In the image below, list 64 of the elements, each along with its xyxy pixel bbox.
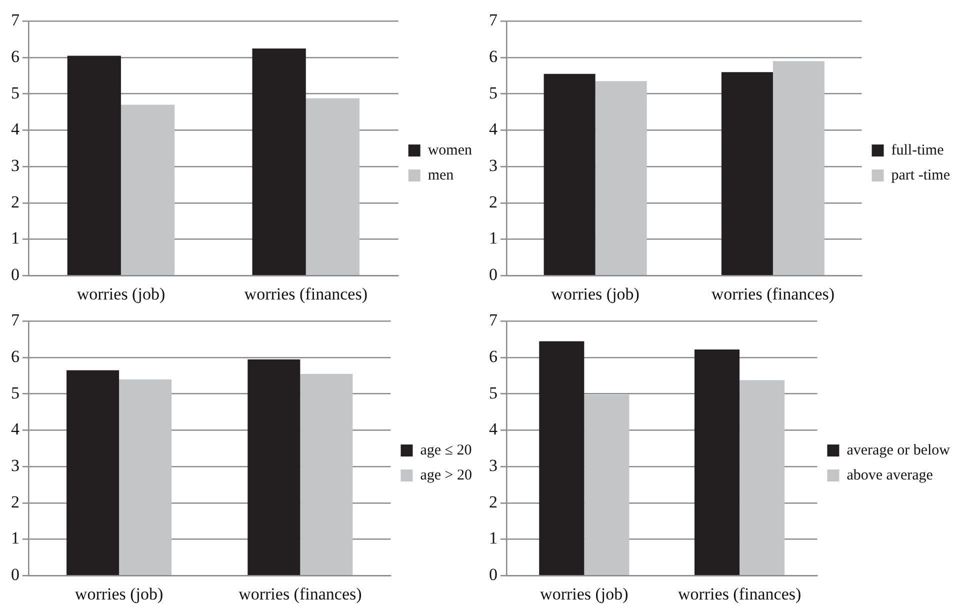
bar (595, 81, 647, 275)
y-tick-label: 0 (11, 565, 20, 584)
y-tick-label: 4 (489, 420, 498, 439)
bar (772, 61, 824, 275)
legend-label: men (428, 167, 454, 184)
y-tick-label: 4 (11, 420, 20, 439)
y-tick-label: 6 (489, 347, 498, 366)
bar (584, 394, 630, 575)
bar (306, 98, 360, 275)
y-tick-label: 7 (11, 10, 20, 30)
bar (120, 104, 175, 275)
legend-label: average or below (846, 442, 950, 458)
y-tick-label: 3 (489, 456, 498, 476)
bar (694, 350, 740, 575)
legend-label: above average (846, 467, 934, 484)
y-tick-label: 5 (11, 83, 20, 102)
y-tick-label: 6 (489, 47, 498, 66)
x-tick-label: worries (finances) (711, 284, 835, 304)
y-tick-label: 5 (11, 383, 20, 402)
y-tick-label: 0 (489, 565, 498, 584)
legend-label: age ≤ 20 (420, 442, 472, 458)
y-tick-label: 0 (489, 265, 498, 284)
y-tick-label: 3 (11, 156, 20, 176)
x-tick-label: worries (job) (551, 284, 640, 304)
y-tick-label: 1 (489, 228, 498, 248)
y-tick-label: 7 (11, 310, 20, 330)
legend-label: age > 20 (420, 467, 472, 484)
y-tick-label: 7 (489, 310, 498, 330)
bar (119, 379, 172, 575)
y-tick-label: 2 (11, 192, 20, 212)
legend-label: full-time (891, 142, 944, 158)
x-tick-label: worries (finances) (678, 584, 802, 604)
y-tick-label: 1 (11, 528, 20, 548)
y-tick-label: 4 (489, 120, 498, 139)
y-tick-label: 6 (11, 347, 20, 366)
bar (544, 74, 596, 275)
y-tick-label: 2 (489, 492, 498, 512)
y-tick-label: 7 (489, 10, 498, 30)
y-tick-label: 0 (11, 265, 20, 284)
y-tick-label: 2 (489, 192, 498, 212)
x-tick-label: worries (job) (540, 584, 628, 604)
bar (740, 380, 785, 575)
y-tick-label: 1 (11, 228, 20, 248)
bar (66, 370, 120, 575)
x-tick-label: worries (finances) (238, 584, 362, 604)
bar (248, 359, 300, 575)
x-tick-label: worries (finances) (244, 284, 368, 304)
y-tick-label: 6 (11, 47, 20, 66)
y-tick-label: 5 (489, 383, 498, 402)
y-tick-label: 4 (11, 120, 20, 139)
y-tick-label: 2 (11, 492, 20, 512)
legend-label: women (428, 142, 472, 158)
y-tick-label: 3 (489, 156, 498, 176)
bar (252, 48, 306, 275)
x-tick-label: worries (job) (74, 584, 164, 604)
bar (721, 72, 773, 275)
y-tick-label: 5 (489, 83, 498, 102)
x-tick-label: worries (job) (76, 284, 166, 304)
bar (300, 374, 353, 575)
bar (539, 341, 584, 575)
legend-label: part -time (891, 167, 950, 184)
y-tick-label: 3 (11, 456, 20, 476)
y-tick-label: 1 (489, 528, 498, 548)
bar (67, 56, 121, 275)
